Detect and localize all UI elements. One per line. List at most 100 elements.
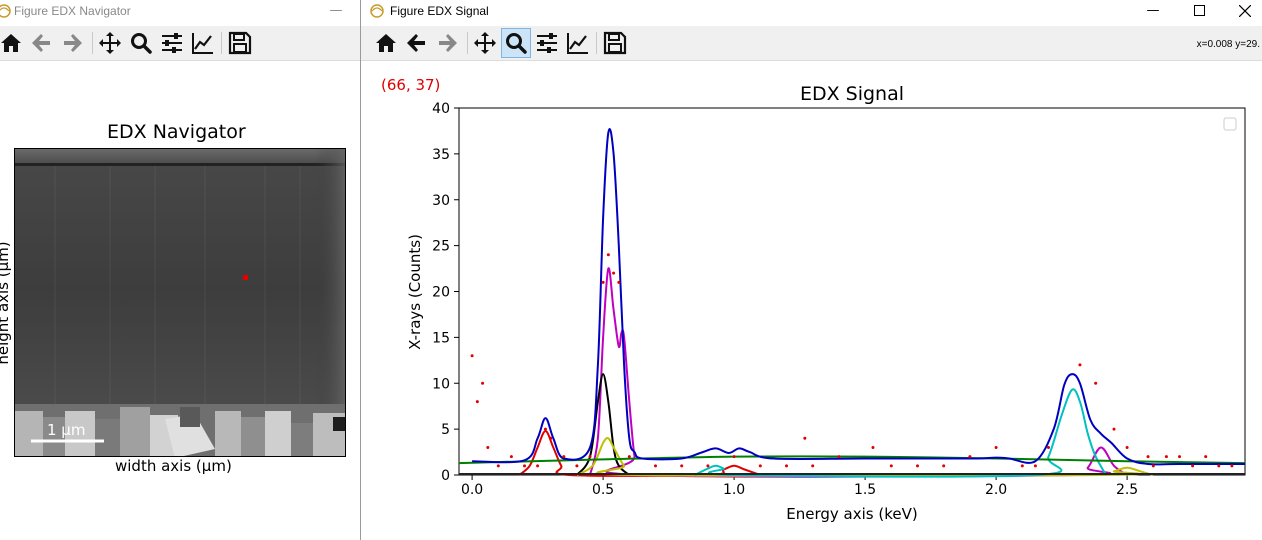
data-point: [601, 280, 605, 284]
chart-xlabel: Energy axis (keV): [786, 505, 917, 523]
data-point: [758, 464, 762, 468]
window-title: Figure EDX Signal: [390, 4, 489, 18]
x-tick-label: 1.5: [854, 482, 876, 498]
series-line: [576, 373, 630, 476]
series-line: [458, 455, 1246, 465]
navigator-position-marker[interactable]: [243, 275, 248, 280]
data-point: [475, 400, 479, 404]
y-tick-label: 40: [432, 101, 450, 117]
y-tick-label: 0: [441, 468, 450, 484]
x-tick-label: 0.0: [461, 482, 483, 498]
minimize-button[interactable]: —: [1146, 3, 1160, 18]
data-point: [1094, 381, 1098, 385]
y-tick-label: 30: [432, 193, 450, 209]
data-point: [562, 455, 566, 459]
data-point: [1217, 464, 1221, 468]
data-point: [889, 464, 893, 468]
position-label: (66, 37): [381, 76, 441, 94]
x-tick-label: 0.5: [592, 482, 614, 498]
separator: [596, 32, 597, 54]
navigator-image-canvas: [15, 149, 345, 456]
save-icon[interactable]: [600, 28, 630, 58]
y-tick-label: 10: [432, 376, 450, 392]
save-icon[interactable]: [225, 28, 255, 58]
x-tick-label: 2.0: [985, 482, 1007, 498]
cursor-coordinates: x=0.008 y=29.: [1196, 39, 1260, 50]
data-point: [811, 464, 815, 468]
data-point: [523, 464, 526, 468]
series-line: [589, 267, 1128, 478]
home-icon[interactable]: [0, 28, 26, 58]
separator: [92, 32, 93, 54]
data-point: [543, 427, 547, 431]
edit-curves-icon[interactable]: [563, 28, 593, 58]
navigator-window: Figure EDX Navigator — EDX Navigator: [0, 0, 360, 540]
close-icon: [1238, 4, 1252, 18]
chart-title: EDX Signal: [800, 83, 904, 105]
configure-icon[interactable]: [532, 28, 562, 58]
data-point: [588, 455, 592, 459]
series-line: [472, 127, 1245, 466]
scalebar-label: 1 µm: [47, 421, 86, 439]
chart-marks: 0.0 0.5 1.0 1.5 2.0 2.5 0 5 10 15 20 25 30 35 40: [432, 101, 1246, 498]
forward-arrow-icon[interactable]: [432, 28, 462, 58]
data-point: [1164, 455, 1168, 459]
data-point: [837, 455, 841, 459]
home-icon[interactable]: [371, 28, 401, 58]
data-point: [1047, 445, 1050, 449]
signal-window: Figure EDX Signal —: [360, 0, 1262, 540]
navigator-xlabel: width axis (µm): [115, 457, 232, 475]
navigator-image[interactable]: [14, 148, 346, 457]
data-point: [654, 464, 657, 468]
window-title: Figure EDX Navigator: [14, 4, 131, 18]
y-tick-label: 15: [432, 330, 450, 346]
pan-icon[interactable]: [470, 28, 500, 58]
data-point: [994, 445, 998, 449]
data-point: [1204, 455, 1208, 459]
app-icon: [370, 4, 384, 18]
zoom-icon[interactable]: [501, 28, 531, 58]
separator: [221, 32, 222, 54]
data-point: [942, 464, 946, 468]
signal-titlebar[interactable]: Figure EDX Signal —: [361, 0, 1262, 22]
data-point: [627, 455, 631, 459]
data-point: [549, 436, 553, 440]
app-icon: [0, 4, 11, 18]
y-tick-label: 20: [432, 285, 450, 301]
data-point: [785, 464, 788, 468]
data-point: [509, 455, 513, 459]
data-point: [536, 464, 540, 468]
maximize-button[interactable]: [1176, 0, 1222, 22]
navigator-title: EDX Navigator: [107, 121, 246, 143]
edit-curves-icon[interactable]: [188, 28, 218, 58]
close-button[interactable]: [1222, 0, 1262, 22]
signal-toolbar: x=0.008 y=29.: [361, 26, 1262, 61]
back-arrow-icon[interactable]: [27, 28, 57, 58]
data-point: [680, 464, 684, 468]
data-point: [1230, 464, 1234, 468]
y-tick-label: 25: [432, 239, 450, 255]
data-point: [1191, 464, 1195, 468]
plot-area: [458, 107, 1246, 476]
x-tick-label: 2.5: [1116, 482, 1138, 498]
data-point: [1151, 464, 1155, 468]
back-arrow-icon[interactable]: [402, 28, 432, 58]
data-point: [606, 253, 610, 257]
edx-signal-chart[interactable]: EDX Signal 0.0 0.5 1.0 1.5 2.0 2.5 0 5 10 15 20 25 3…: [361, 60, 1261, 540]
forward-arrow-icon[interactable]: [57, 28, 87, 58]
data-point: [486, 445, 490, 449]
navigator-titlebar[interactable]: Figure EDX Navigator —: [0, 0, 360, 22]
chart-ylabel: X-rays (Counts): [406, 234, 424, 350]
legend-box: [1223, 117, 1237, 131]
navigator-ylabel: height axis (µm): [0, 241, 12, 365]
data-point: [481, 381, 485, 385]
minimize-button[interactable]: —: [329, 3, 343, 18]
navigator-toolbar: [0, 26, 360, 61]
pan-icon[interactable]: [95, 28, 125, 58]
data-point: [1125, 445, 1129, 449]
series-line: [694, 388, 1107, 478]
data-point: [1146, 455, 1150, 459]
configure-icon[interactable]: [157, 28, 187, 58]
zoom-icon[interactable]: [126, 28, 156, 58]
x-tick-label: 1.0: [723, 482, 745, 498]
